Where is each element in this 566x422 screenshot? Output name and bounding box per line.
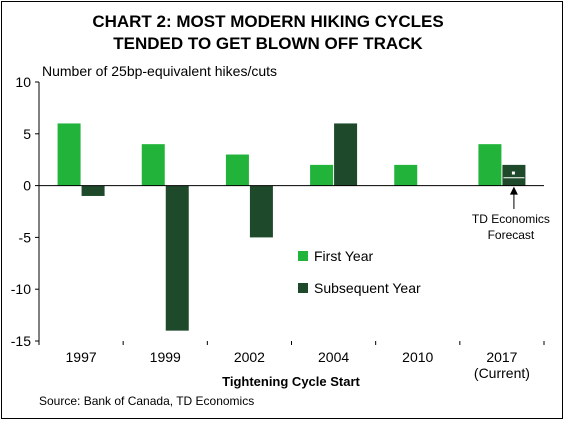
chart-title-line-2: TENDED TO GET BLOWN OFF TRACK bbox=[113, 34, 423, 53]
bar-first-year-1997 bbox=[57, 123, 81, 186]
x-tick-label-1999: 1999 bbox=[150, 349, 181, 365]
source-note: Source: Bank of Canada, TD Economics bbox=[39, 394, 254, 408]
forecast-hatch-dot bbox=[511, 171, 515, 175]
bar-first-year-2010 bbox=[394, 164, 418, 186]
bar-first-year-2002 bbox=[225, 154, 249, 186]
forecast-annotation-line-2: Forecast bbox=[488, 228, 535, 242]
legend-label-first-year: First Year bbox=[314, 248, 373, 264]
x-tick-label-2017: 2017 bbox=[486, 349, 517, 365]
x-tick-sublabel-2017: (Current) bbox=[474, 365, 530, 381]
x-tick-label-2004: 2004 bbox=[318, 349, 349, 365]
y-tick-label: -15 bbox=[11, 333, 31, 349]
forecast-annotation-line-1: TD Economics bbox=[472, 212, 550, 226]
x-tick-label-1997: 1997 bbox=[66, 349, 97, 365]
y-axis-label: Number of 25bp-equivalent hikes/cuts bbox=[42, 63, 277, 79]
bar-subsequent-year-2017-forecast bbox=[502, 164, 526, 186]
y-tick-label: -10 bbox=[11, 281, 31, 297]
forecast-arrow-head bbox=[509, 186, 518, 195]
bar-first-year-1999 bbox=[141, 144, 165, 186]
bar-subsequent-year-1997 bbox=[81, 185, 105, 196]
y-tick-label: 0 bbox=[23, 178, 31, 194]
y-tick-label: -5 bbox=[19, 229, 32, 245]
chart-title-line-1: CHART 2: MOST MODERN HIKING CYCLES bbox=[92, 12, 443, 31]
bar-first-year-2004 bbox=[310, 164, 334, 186]
y-tick-label: 5 bbox=[23, 126, 31, 142]
legend-swatch-subsequent-year bbox=[298, 283, 308, 293]
legend-label-subsequent-year: Subsequent Year bbox=[314, 280, 421, 296]
bar-subsequent-year-2004 bbox=[334, 123, 358, 186]
y-tick-label: 10 bbox=[15, 74, 31, 90]
legend-swatch-first-year bbox=[298, 251, 308, 261]
x-tick-label-2002: 2002 bbox=[234, 349, 265, 365]
bar-subsequent-year-1999 bbox=[165, 185, 189, 331]
bar-subsequent-year-2002 bbox=[249, 185, 273, 238]
x-tick-label-2010: 2010 bbox=[402, 349, 433, 365]
plot-area: 10 5 0 -5 -10 -15 TD Economics Forecast 1997 1999… bbox=[11, 74, 550, 381]
bar-first-year-2017 bbox=[478, 144, 502, 186]
x-axis-label: Tightening Cycle Start bbox=[222, 374, 360, 389]
